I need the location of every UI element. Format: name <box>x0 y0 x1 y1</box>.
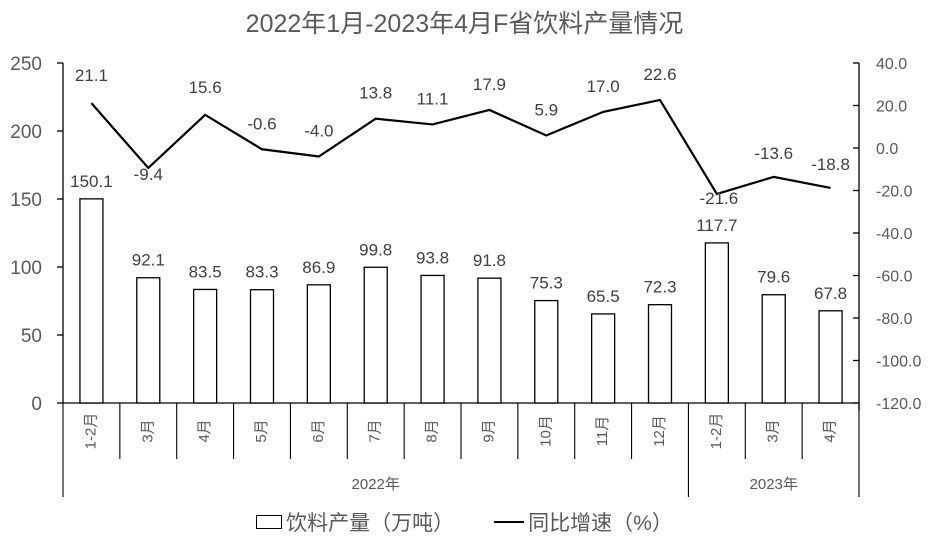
bar-value-label: 91.8 <box>473 251 506 270</box>
bar-value-label: 86.9 <box>302 258 335 277</box>
bar <box>590 313 616 404</box>
left-axis-tick-label: 150 <box>10 190 42 211</box>
line-value-label: -9.4 <box>134 165 163 184</box>
bar <box>249 289 275 404</box>
x-category-label: 1-2月 <box>82 413 99 450</box>
line-value-label: -21.6 <box>699 189 738 208</box>
bar-value-label: 65.5 <box>587 287 620 306</box>
x-category-label: 9月 <box>480 419 497 442</box>
bar <box>420 274 445 404</box>
chart-title: 2022年1月-2023年4月F省饮料产量情况 <box>245 10 684 38</box>
right-axis-tick-label: -100.0 <box>876 354 921 371</box>
x-category-label: 12月 <box>651 415 668 447</box>
bar-value-label: 75.3 <box>530 274 563 293</box>
bar-value-label: 99.8 <box>359 240 392 259</box>
line-value-label: 15.6 <box>189 78 222 97</box>
x-group-label: 2022年 <box>352 476 400 493</box>
bar <box>477 277 502 404</box>
bar-value-label: 92.1 <box>132 251 165 270</box>
bar-value-label: 83.5 <box>189 262 222 281</box>
right-axis-tick-label: 40.0 <box>876 56 907 73</box>
right-axis-tick-label: -80.0 <box>876 311 913 328</box>
right-axis-tick-label: -20.0 <box>876 184 913 201</box>
bar-value-label: 67.8 <box>814 284 847 303</box>
x-category-label: 4月 <box>822 419 839 442</box>
bar <box>761 294 786 404</box>
x-group-label: 2023年 <box>750 476 798 493</box>
x-category-label: 4月 <box>196 419 213 442</box>
left-axis-tick-label: 0 <box>31 394 42 415</box>
line-value-label: -4.0 <box>304 122 333 141</box>
x-category-label: 11月 <box>594 416 611 447</box>
right-axis-tick-label: -120.0 <box>876 396 921 413</box>
legend-item-growth: 同比增速（%） <box>494 507 673 537</box>
x-category-label: 6月 <box>310 419 327 442</box>
right-axis-tick-label: 20.0 <box>876 99 907 116</box>
legend-item-production: 饮料产量（万吨） <box>256 507 454 537</box>
line-value-label: 17.0 <box>587 77 620 96</box>
left-axis-tick-label: 200 <box>10 122 42 143</box>
right-axis-tick-label: -60.0 <box>876 269 913 286</box>
bar <box>306 284 332 404</box>
left-axis-tick-label: 250 <box>10 54 42 75</box>
bar-value-label: 117.7 <box>696 216 737 235</box>
line-value-label: 11.1 <box>417 89 449 108</box>
bar <box>79 198 104 404</box>
bar <box>647 304 673 404</box>
line-value-label: 21.1 <box>75 66 108 85</box>
line-value-label: 22.6 <box>643 65 676 84</box>
line-value-label: 17.9 <box>473 75 506 94</box>
right-axis-tick-label: -40.0 <box>876 226 913 243</box>
x-category-label: 7月 <box>367 419 384 442</box>
left-axis-tick-label: 100 <box>10 258 42 279</box>
bar-value-label: 79.6 <box>757 268 790 287</box>
x-category-label: 10月 <box>537 415 554 447</box>
bar <box>818 310 843 404</box>
bar <box>704 242 730 404</box>
line-value-label: -0.6 <box>247 114 276 133</box>
bar-value-label: 150.1 <box>70 172 113 191</box>
bar-value-label: 83.3 <box>245 263 278 282</box>
x-category-label: 5月 <box>253 419 270 442</box>
line-value-label: -13.6 <box>754 144 793 163</box>
bar-value-label: 93.8 <box>416 248 449 267</box>
x-category-label: 3月 <box>139 419 156 442</box>
line-value-label: 5.9 <box>534 100 558 119</box>
bar <box>192 288 218 404</box>
left-axis-tick-label: 50 <box>21 326 42 347</box>
bar <box>534 299 559 404</box>
x-category-label: 1-2月 <box>708 413 725 450</box>
line-swatch-icon <box>494 521 525 523</box>
legend: 饮料产量（万吨） 同比增速（%） <box>0 507 929 537</box>
x-category-label: 8月 <box>424 419 441 442</box>
bar-value-label: 72.3 <box>643 278 676 297</box>
legend-label-production: 饮料产量（万吨） <box>286 512 455 535</box>
bar-swatch-icon <box>256 515 283 529</box>
line-value-label: -18.8 <box>811 155 850 174</box>
line-value-label: 13.8 <box>359 84 392 103</box>
growth-line <box>90 98 831 196</box>
bar <box>363 266 388 404</box>
bar <box>136 277 161 404</box>
right-axis-tick-label: 0.0 <box>876 141 898 158</box>
x-category-label: 3月 <box>765 419 782 442</box>
legend-label-growth: 同比增速（%） <box>528 512 673 535</box>
